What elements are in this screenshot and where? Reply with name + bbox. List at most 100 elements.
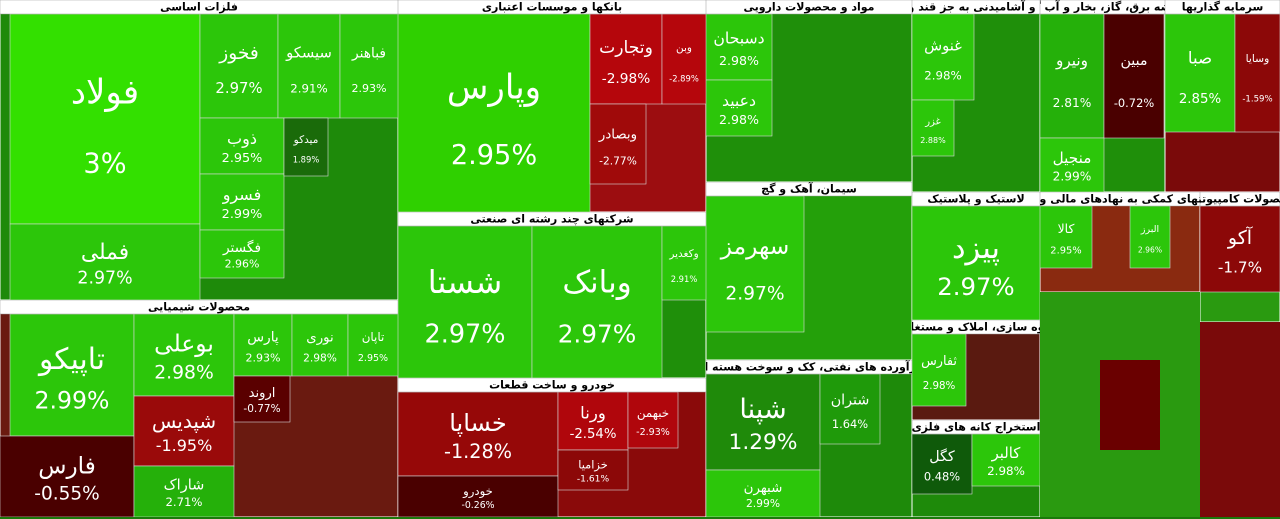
tile-value: -2.77%	[599, 155, 637, 168]
sector-header: لاستیک و پلاستیک	[927, 193, 1024, 206]
tile-value: -0.72%	[1114, 96, 1155, 110]
sector-header: مواد و محصولات دارویی	[743, 1, 874, 14]
tile-label: شستا	[428, 263, 503, 301]
sector: فولاد 3% فملی 2.97% فخوز 2.97% سیسکو 2.91% فباهن…	[0, 0, 398, 300]
tile-value: 2.98%	[987, 464, 1025, 478]
tile-value: 2.96%	[225, 258, 260, 271]
tile	[1040, 205, 1093, 269]
tile-label: خودرو	[462, 484, 493, 499]
tile-label: ذوب	[227, 129, 257, 149]
tile-value: 2.93%	[245, 352, 280, 365]
tile-label: مبین	[1120, 53, 1147, 69]
tile-label: وبصادر	[598, 127, 637, 142]
tile-label: دسبحان	[713, 29, 764, 48]
sector-header-bg	[706, 0, 912, 15]
tile	[133, 465, 235, 517]
tile	[531, 225, 663, 378]
sector-header-bg	[398, 0, 706, 15]
tile-label: غزر	[924, 116, 941, 127]
sector: کالا 2.95% البرز 2.96% شرکتهای کمکی به نهاده…	[1040, 192, 1200, 292]
tile-label: فسرو	[222, 185, 261, 205]
tile-value: 2.95%	[222, 151, 263, 166]
tile-value: -2.54%	[570, 427, 617, 442]
tile-value: 1.89%	[293, 154, 320, 164]
tile-value: -1.95%	[156, 436, 213, 455]
tile-label: نوری	[306, 331, 333, 346]
sector-header-bg	[398, 212, 706, 227]
tile-value: 2.95%	[451, 140, 537, 171]
sector-header-bg	[0, 300, 398, 315]
tile-label: صبا	[1188, 48, 1212, 67]
sector-header-bg	[912, 420, 1040, 435]
sector: پیزد 2.97% لاستیک و پلاستیک	[912, 192, 1040, 320]
tile-value: -0.55%	[34, 483, 99, 504]
sector: سهرمز 2.97% سیمان، آهک و گچ	[706, 182, 912, 360]
tile	[277, 13, 341, 119]
tile	[1234, 13, 1280, 133]
tile	[199, 229, 285, 279]
sector-header: غذایی و آشامیدنی به جز قند و شکر	[879, 0, 1073, 14]
tile-value: 2.81%	[1053, 96, 1092, 110]
tile-label: فگستر	[222, 239, 261, 256]
tile	[133, 395, 235, 467]
sector-header: انبوه سازی، املاک و مستغلات	[895, 321, 1057, 334]
tile	[199, 173, 285, 231]
tile-value: 2.91%	[290, 81, 327, 95]
tile-label: دعبید	[722, 91, 756, 110]
tile-label: اروند	[249, 386, 276, 401]
tile	[199, 117, 285, 175]
tile-value: -2.98%	[602, 71, 650, 87]
tile-label: منجیل	[1053, 149, 1092, 167]
tile-value: 3%	[83, 149, 126, 180]
tile-value: 2.98%	[924, 68, 961, 82]
tile-label: شپنا	[739, 394, 786, 425]
tile	[706, 195, 805, 333]
sector-header: سرمایه گذاریها	[1182, 1, 1264, 14]
sector-header-bg	[1040, 192, 1200, 207]
sector-header-bg	[1040, 0, 1165, 15]
tile	[347, 313, 398, 377]
tile-value: 0.48%	[924, 470, 960, 484]
tile-value: 2.95%	[1050, 246, 1081, 257]
tile-label: سهرمز	[720, 232, 790, 260]
sector-header-bg	[912, 192, 1040, 207]
tile-label: وسایا	[1246, 52, 1270, 65]
tile-label: شپدیس	[152, 409, 216, 434]
tile-value: 2.97%	[424, 319, 505, 349]
sector-header: عرضه برق، گاز، بخار و آب گرم	[1019, 0, 1185, 14]
sector: شستا 2.97% وبانک 2.97% وکغدیر 2.91% شرکتهای چن…	[398, 212, 706, 378]
tile	[706, 373, 821, 471]
tile-value: 2.99%	[746, 497, 780, 510]
sector: ثفارس 2.98% انبوه سازی، املاک و مستغلات	[895, 320, 1057, 420]
tile	[706, 469, 821, 517]
sector-header-bg	[706, 360, 912, 375]
tile	[1040, 137, 1105, 192]
tile-label: پیزد	[952, 231, 1000, 266]
tile-value: 2.97%	[77, 269, 132, 289]
sector-header-bg	[1165, 0, 1280, 15]
tile	[9, 13, 201, 225]
tile	[1165, 13, 1236, 133]
tile-label: وبانک	[562, 264, 631, 300]
tile-label: فملی	[81, 240, 129, 265]
tile-value: 2.98%	[719, 53, 759, 68]
tile	[912, 433, 973, 495]
tile-value: 2.96%	[1138, 246, 1162, 255]
tile	[339, 13, 398, 119]
sector-header: محصولات شیمیایی	[148, 301, 250, 314]
sector-header-bg	[912, 0, 1040, 15]
tile-label: بوعلی	[154, 330, 214, 358]
filler	[1200, 322, 1280, 517]
tile-value: 1.29%	[729, 430, 798, 455]
tile	[0, 435, 135, 517]
sector-header: فلزات اساسی	[160, 1, 238, 14]
sector: کگل 0.48% کالبر 2.98% استخراج کانه های فلزی	[912, 420, 1040, 517]
tile	[1103, 13, 1165, 139]
tile	[912, 99, 955, 157]
tile-label: تاپان	[362, 330, 385, 344]
tile-value: 2.97%	[215, 79, 262, 97]
tile-value: 2.93%	[351, 82, 386, 95]
tile-value: 2.97%	[725, 283, 784, 304]
